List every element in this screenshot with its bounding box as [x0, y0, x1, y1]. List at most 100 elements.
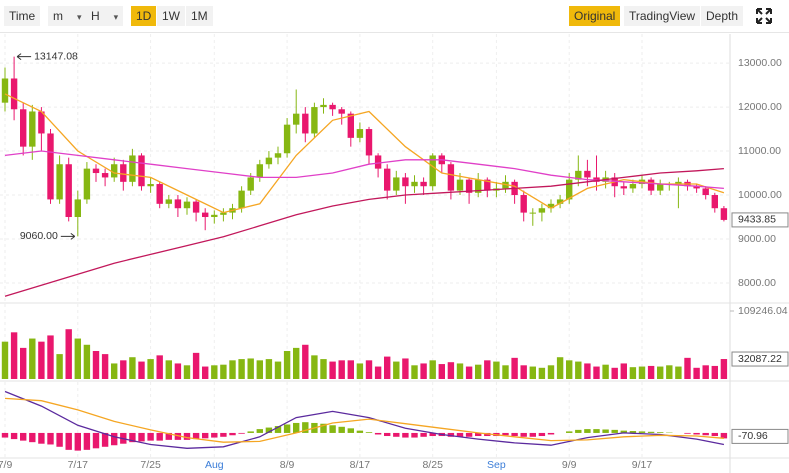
macd-bar — [529, 432, 536, 437]
moving-average — [4, 150, 724, 190]
macd-bar — [520, 432, 527, 437]
candle-body — [393, 177, 400, 191]
macd-bar — [256, 429, 263, 433]
volume-bar — [475, 364, 482, 379]
volume-tick-label: 109246.04 — [738, 305, 788, 317]
macd-bar — [65, 432, 72, 450]
macd-bar — [638, 431, 646, 433]
y-tick-label: 8000.00 — [738, 277, 776, 289]
candle-body — [475, 179, 482, 193]
fullscreen-icon[interactable] — [756, 8, 772, 24]
candle-body — [138, 155, 145, 187]
candle-body — [702, 188, 709, 196]
volume-bar — [675, 366, 682, 379]
volume-bar — [620, 363, 627, 379]
volume-bar — [529, 366, 536, 379]
volume-bar — [374, 366, 382, 379]
candle-body — [174, 199, 182, 209]
toolbar-button[interactable]: TradingView — [624, 6, 701, 26]
macd-bar — [611, 429, 618, 433]
volume-bar — [202, 366, 209, 379]
toolbar-button[interactable]: m ▾ — [48, 6, 87, 26]
annotation: 13147.08 — [34, 50, 78, 62]
macd-bar — [283, 424, 291, 433]
x-tick-label: 7/25 — [140, 459, 161, 471]
volume-bar — [411, 365, 418, 379]
macd-bar — [629, 431, 637, 433]
toolbar-button[interactable]: 1D — [131, 6, 157, 26]
volume-bar — [329, 361, 336, 379]
candle-body — [147, 184, 154, 187]
toolbar-button[interactable]: Time — [4, 6, 41, 26]
volume-bar — [666, 365, 673, 379]
candle-body — [620, 186, 627, 189]
volume-bar — [384, 356, 391, 379]
toolbar-button[interactable]: H ▾ — [86, 6, 124, 26]
last-macd-box — [731, 428, 789, 444]
candle-body — [647, 179, 655, 191]
candle-body — [484, 179, 491, 191]
volume-bar — [83, 344, 91, 379]
candle-body — [56, 164, 63, 200]
macd-bar — [111, 432, 118, 446]
macd-bar — [702, 432, 709, 436]
toolbar-button[interactable]: Depth — [701, 6, 744, 26]
toolbar-button[interactable]: 1M — [186, 6, 213, 26]
volume-bar — [575, 361, 582, 379]
volume-bar — [129, 357, 136, 379]
annotation-arrow — [16, 53, 32, 61]
volume-bar — [311, 355, 318, 379]
macd-bar — [101, 432, 109, 447]
volume-bar — [465, 366, 473, 379]
volume-bar — [693, 367, 700, 379]
volume-bar — [174, 363, 182, 379]
macd-bar — [456, 432, 464, 437]
volume-bar — [274, 361, 282, 379]
volume-bar — [20, 347, 27, 379]
macd-bar — [29, 432, 36, 443]
macd-bar — [265, 427, 273, 433]
macd-bar — [156, 432, 163, 441]
volume-bar — [111, 363, 118, 379]
volume-bar — [165, 360, 172, 379]
volume-bar — [10, 332, 18, 379]
macd-bar — [684, 432, 691, 434]
candle-body — [256, 164, 263, 178]
y-tick-label: 10000.00 — [738, 189, 782, 201]
candle-body — [384, 168, 391, 191]
volume-bar — [420, 363, 427, 379]
volume-bar — [56, 354, 63, 379]
volume-bar — [256, 360, 263, 379]
volume-bar — [493, 361, 500, 379]
last-price: 9433.85 — [738, 214, 776, 226]
candle-body — [547, 203, 555, 209]
macd-bar — [56, 432, 63, 447]
toolbar-button[interactable]: 1W — [157, 6, 185, 26]
candle-body — [111, 164, 118, 178]
volume-bar — [611, 367, 618, 379]
macd-bar — [129, 432, 136, 443]
macd-bar — [374, 432, 382, 435]
candle-body — [575, 170, 582, 180]
candle-body — [456, 179, 464, 191]
candle-body — [293, 113, 300, 125]
candle-body — [420, 181, 427, 187]
candle-body — [302, 113, 309, 134]
toolbar-button[interactable]: Original — [569, 6, 621, 26]
candle-body — [584, 170, 591, 178]
macd-bar — [347, 428, 354, 433]
volume-bar — [47, 335, 54, 379]
candle-body — [265, 157, 273, 165]
candle-body — [74, 199, 81, 218]
macd-bar — [538, 432, 546, 437]
candle-body — [711, 195, 718, 209]
candle-body — [120, 164, 127, 182]
last-macd: -70.96 — [738, 430, 768, 442]
volume-bar — [429, 360, 436, 379]
toolbar: Time m ▾ H ▾ 1D 1W 1M Original TradingView Depth — [0, 0, 789, 33]
macd-bar — [247, 431, 254, 433]
candle-body — [374, 155, 382, 169]
macd-bar — [329, 425, 336, 433]
volume-bar — [156, 355, 163, 379]
button-label: Depth — [706, 9, 739, 23]
